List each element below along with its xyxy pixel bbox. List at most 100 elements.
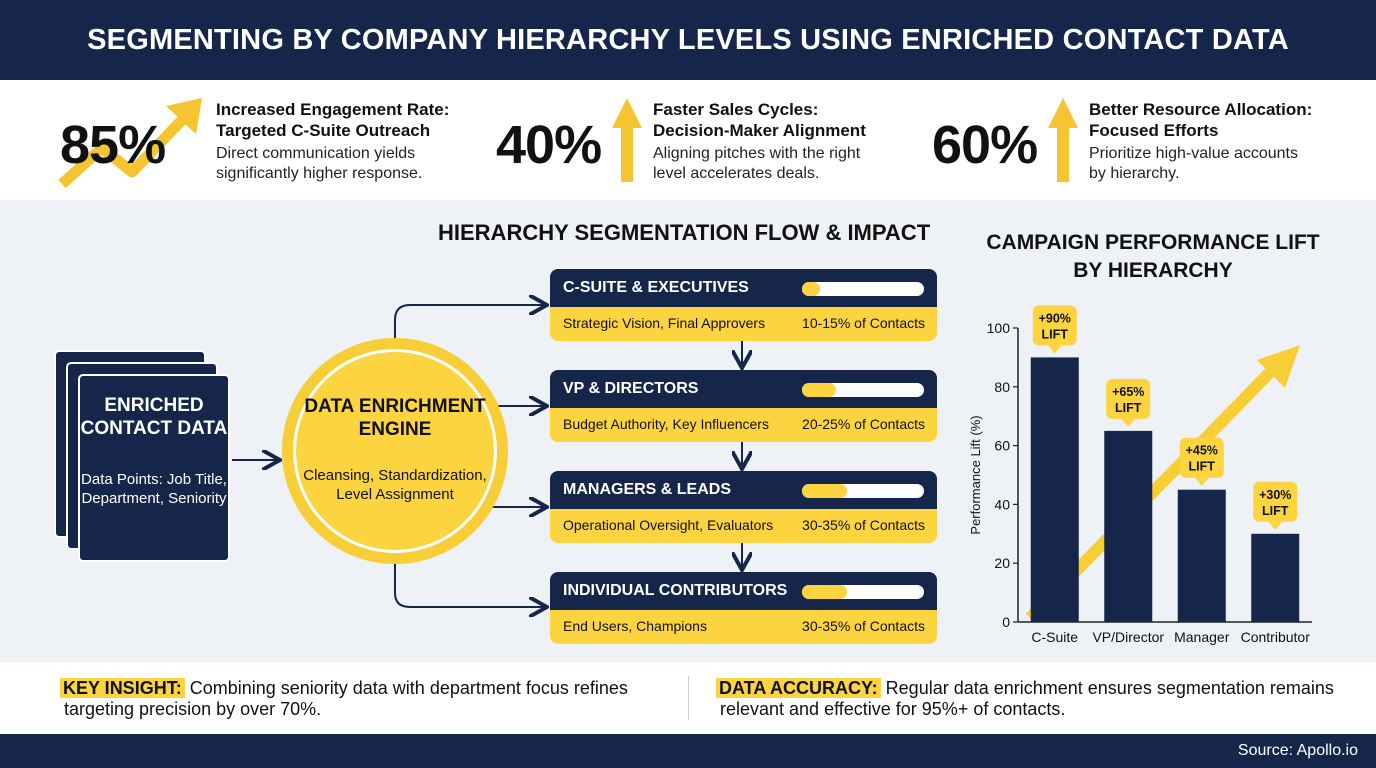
data-label: +65% <box>1112 385 1144 399</box>
trend-up-arrow-icon <box>58 98 202 189</box>
data-label-pointer <box>1268 521 1283 530</box>
stat-value: 60% <box>932 115 1038 175</box>
level-share: 30-35% of Contacts <box>802 517 925 533</box>
stat-desc-2: level accelerates deals. <box>653 165 820 182</box>
data-label-box <box>1179 437 1224 478</box>
level-share-bar <box>802 484 924 498</box>
y-tick-label: 0 <box>1002 614 1010 630</box>
data-label-pointer <box>1047 345 1062 354</box>
data-label-box <box>1253 481 1298 522</box>
engine-circle <box>293 349 497 553</box>
trend-arrow-head-icon <box>1257 345 1300 388</box>
performance-lift-chart: 0 20 40 60 80 100 Performance Lift (%) C-Suite +… <box>968 305 1312 645</box>
level-role: Operational Oversight, Evaluators <box>563 517 774 533</box>
bar-contributor <box>1251 533 1300 622</box>
data-label: +45% <box>1186 444 1218 458</box>
data-label-suffix: LIFT <box>1115 401 1142 415</box>
level-name: INDIVIDUAL CONTRIBUTORS <box>563 582 788 599</box>
level-name: C-SUITE & EXECUTIVES <box>563 279 749 296</box>
data-label-pointer <box>1194 477 1209 486</box>
stat-title: Better Resource Allocation: <box>1089 100 1313 119</box>
level-card: MANAGERS & LEADS Operational Oversight, … <box>550 471 937 543</box>
data-accuracy-text: Regular data enrichment ensures segmenta… <box>885 678 1334 698</box>
chart-title: CAMPAIGN PERFORMANCE LIFT BY HIERARCHY <box>986 231 1320 282</box>
bar-vp-director <box>1104 430 1153 622</box>
data-label-suffix: LIFT <box>1042 327 1069 341</box>
flow-title: HIERARCHY SEGMENTATION FLOW & IMPACT <box>438 220 931 245</box>
data-label-box <box>1032 305 1077 346</box>
level-share-bar <box>802 282 924 296</box>
stat-desc-2: significantly higher response. <box>216 165 423 182</box>
level-role: End Users, Champions <box>563 618 707 634</box>
header-bar: SEGMENTING BY COMPANY HIERARCHY LEVELS U… <box>0 0 1376 80</box>
footer-bar: Source: Apollo.io <box>0 734 1376 768</box>
data-label: +90% <box>1039 311 1071 325</box>
x-tick-label: Contributor <box>1241 629 1311 645</box>
key-insight-text-2: targeting precision by over 70%. <box>64 699 322 719</box>
level-footer <box>550 509 937 543</box>
data-label-suffix: LIFT <box>1189 460 1216 474</box>
y-axis-label: Performance Lift (%) <box>968 415 983 534</box>
data-label: +30% <box>1259 488 1291 502</box>
key-insight-text: Combining seniority data with department… <box>189 678 628 698</box>
y-tick-label: 100 <box>987 320 1011 336</box>
level-share-fill <box>802 484 848 498</box>
insights-divider <box>688 676 689 720</box>
stat-subtitle: Focused Efforts <box>1089 121 1219 140</box>
level-share-bar <box>802 585 924 599</box>
data-accuracy-text-2: relevant and effective for 95%+ of conta… <box>720 699 1066 719</box>
stat-title: Faster Sales Cycles: <box>653 100 819 119</box>
data-label-pointer <box>1121 418 1136 427</box>
key-insight: KEY INSIGHT: Combining seniority data wi… <box>60 678 628 720</box>
stat-title: Increased Engagement Rate: <box>216 100 450 119</box>
bar-manager <box>1177 489 1226 622</box>
y-tick-label: 60 <box>994 438 1010 454</box>
stat-desc: Prioritize high-value accounts <box>1089 145 1298 162</box>
enriched-data-card <box>78 374 230 562</box>
data-label-box <box>1106 378 1151 419</box>
level-name: VP & DIRECTORS <box>563 380 699 397</box>
level-footer <box>550 307 937 341</box>
level-card: C-SUITE & EXECUTIVES Strategic Vision, F… <box>550 269 937 341</box>
source-title: ENRICHED CONTACT DATA <box>80 395 228 439</box>
stat-desc-2: by hierarchy. <box>1089 165 1180 182</box>
stat-desc: Direct communication yields <box>216 145 416 162</box>
stats-row: 85% Increased Engagement Rate: Targeted … <box>0 80 1376 200</box>
up-arrow-icon <box>1048 98 1078 182</box>
x-tick-label: Manager <box>1174 629 1230 645</box>
stat-sales-cycles: 40% Faster Sales Cycles: Decision-Maker … <box>460 80 900 200</box>
stat-value: 85% <box>60 115 166 175</box>
x-tick-label: C-Suite <box>1031 629 1078 645</box>
level-share: 30-35% of Contacts <box>802 618 925 634</box>
x-tick-label: VP/Director <box>1092 629 1164 645</box>
level-share-fill <box>802 585 848 599</box>
page-title: SEGMENTING BY COMPANY HIERARCHY LEVELS U… <box>87 23 1289 56</box>
stat-subtitle: Decision-Maker Alignment <box>653 121 866 140</box>
source-credit: Source: Apollo.io <box>1237 742 1358 759</box>
source-desc: Data Points: Job Title, Department, Seni… <box>81 471 227 507</box>
engine-title: DATA ENRICHMENT ENGINE <box>304 396 486 440</box>
data-label-suffix: LIFT <box>1262 504 1289 518</box>
level-share-bar <box>802 383 924 397</box>
stat-resource-allocation: 60% Better Resource Allocation: Focused … <box>900 80 1376 200</box>
level-name: MANAGERS & LEADS <box>563 481 732 498</box>
key-insight-label: KEY INSIGHT: <box>60 678 185 698</box>
stat-engagement: 85% Increased Engagement Rate: Targeted … <box>0 80 460 200</box>
engine-desc: Cleansing, Standardization, Level Assign… <box>303 467 487 503</box>
level-role: Strategic Vision, Final Approvers <box>563 315 766 331</box>
level-share: 20-25% of Contacts <box>802 416 925 432</box>
y-tick-label: 20 <box>994 555 1010 571</box>
level-footer <box>550 610 937 644</box>
level-share-fill <box>802 383 837 397</box>
data-accuracy: DATA ACCURACY: Regular data enrichment e… <box>716 678 1334 720</box>
stat-subtitle: Targeted C-Suite Outreach <box>216 121 431 140</box>
level-share-fill <box>802 282 821 296</box>
y-tick-label: 40 <box>994 496 1010 512</box>
y-tick-label: 80 <box>994 379 1010 395</box>
stat-desc: Aligning pitches with the right <box>653 145 861 162</box>
level-share: 10-15% of Contacts <box>802 315 925 331</box>
stat-value: 40% <box>496 115 602 175</box>
bar-c-suite <box>1030 357 1079 622</box>
level-footer <box>550 408 937 442</box>
